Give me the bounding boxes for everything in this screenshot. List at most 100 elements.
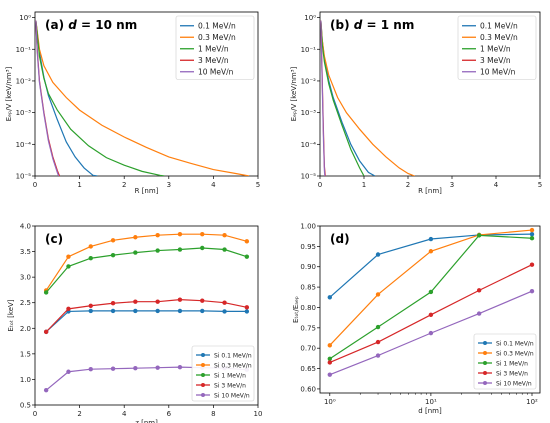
x-tick-label: 1	[362, 181, 366, 189]
y-tick-label: 10⁰	[19, 14, 31, 22]
data-point	[222, 233, 227, 238]
data-point	[88, 256, 93, 261]
plot-frame	[34, 11, 259, 177]
y-axis-label: Eₑₚ/V [keV/nm³]	[5, 66, 13, 121]
y-tick-label: 10⁻²	[301, 77, 317, 85]
x-tick-label: 10¹	[425, 398, 437, 406]
data-point	[529, 236, 535, 241]
x-tick-label: 0	[33, 181, 37, 189]
y-tick-label: 10⁻⁵	[301, 173, 317, 181]
data-point	[476, 233, 482, 238]
data-point	[375, 339, 381, 345]
data-point	[66, 254, 71, 259]
series-line-4	[320, 20, 326, 176]
legend: Si 0.1 MeV/n Si 0.3 MeV/n Si 1 MeV/n Si 3 M…	[191, 345, 255, 402]
series-line-4	[35, 20, 60, 176]
data-point	[244, 309, 250, 314]
data-point	[43, 290, 49, 295]
series-line-2	[35, 20, 165, 176]
y-tick-label: 1.0	[20, 376, 31, 384]
series-line-1	[320, 20, 415, 176]
data-point	[244, 239, 250, 244]
x-tick-label: 10⁰	[324, 398, 336, 406]
legend-marker	[483, 361, 487, 365]
data-point	[200, 245, 205, 251]
series-line-3	[45, 299, 247, 333]
data-point	[222, 300, 227, 305]
x-axis-label: R [nm]	[418, 187, 442, 195]
data-point	[155, 365, 160, 370]
panel-c: 0 2 4 6 8 10 0.5 1.0 1.5 2.0 2.5 3.0 3.5 4.0 z [nm] Eₜₒ…	[7, 223, 262, 423]
y-tick-label: 1.00	[300, 223, 316, 231]
data-point	[428, 249, 434, 254]
legend-marker	[201, 393, 205, 397]
x-tick-label: 10	[254, 410, 263, 418]
legend-entry-4: Si 10 MeV/n	[496, 381, 532, 388]
data-point	[529, 227, 535, 233]
legend-entry-2: Si 1 MeV/n	[496, 361, 528, 368]
data-point	[110, 238, 116, 243]
y-tick-label: 2.0	[20, 325, 31, 333]
legend-entry-4: 10 MeV/n	[480, 67, 516, 76]
x-tick-label: 2	[406, 181, 410, 189]
data-point	[43, 387, 49, 393]
y-tick-label: 3.0	[20, 274, 31, 282]
legend-entry-3: 3 MeV/n	[198, 56, 229, 65]
x-tick-label: 5	[256, 181, 260, 189]
legend-marker	[483, 381, 487, 385]
legend-entry-0: Si 0.1 MeV/n	[214, 353, 252, 360]
series-line-0	[320, 20, 376, 176]
x-tick-label: 4	[494, 181, 499, 189]
x-tick-label: 1	[77, 181, 81, 189]
data-point	[133, 235, 138, 240]
legend-box	[457, 15, 537, 80]
data-point	[110, 366, 116, 371]
y-tick-label: 10⁻³	[16, 109, 32, 117]
x-tick-label: 0	[33, 410, 37, 418]
data-point	[327, 372, 332, 377]
data-point	[88, 244, 93, 249]
x-tick-label: 6	[167, 410, 172, 418]
y-tick-label: 0.5	[20, 402, 31, 410]
panel-title-var: d	[64, 18, 77, 32]
y-tick-label: 4.0	[20, 223, 31, 231]
data-point	[110, 308, 116, 314]
data-point	[375, 353, 381, 358]
y-tick-label: 10⁻⁴	[301, 141, 317, 149]
data-point	[177, 247, 183, 252]
series-line-3	[35, 20, 61, 176]
data-point	[428, 330, 434, 336]
y-tick-label: 0.80	[300, 304, 316, 312]
data-point	[155, 248, 160, 253]
x-axis-label: d [nm]	[418, 407, 442, 415]
data-point	[327, 343, 332, 348]
data-point	[177, 297, 183, 302]
data-point	[133, 365, 138, 371]
legend-entry-1: Si 0.3 MeV/n	[214, 363, 252, 370]
legend-entry-3: 3 MeV/n	[480, 56, 511, 65]
series-group	[327, 227, 535, 377]
x-tick-label: 4	[122, 410, 127, 418]
data-point	[375, 292, 381, 297]
series-line-2	[45, 247, 248, 293]
legend-entry-2: 1 MeV/n	[480, 44, 511, 53]
legend-entry-2: Si 1 MeV/n	[214, 373, 246, 380]
legend-box	[175, 15, 255, 80]
data-point	[110, 301, 116, 306]
data-point	[529, 231, 535, 237]
legend-box	[191, 345, 255, 402]
series-line-0	[45, 310, 247, 333]
data-point	[66, 264, 71, 269]
legend-entry-1: 0.3 MeV/n	[198, 33, 236, 42]
panel-title-var: d	[350, 18, 363, 32]
data-point	[66, 306, 71, 312]
data-point	[88, 303, 93, 308]
data-point	[529, 288, 535, 294]
y-tick-label: 0.85	[300, 284, 316, 292]
data-point	[476, 311, 482, 316]
y-tick-label: 0.70	[300, 345, 316, 353]
legend-marker	[483, 341, 487, 345]
y-tick-label: 10⁻¹	[16, 46, 32, 54]
data-point	[177, 364, 183, 370]
